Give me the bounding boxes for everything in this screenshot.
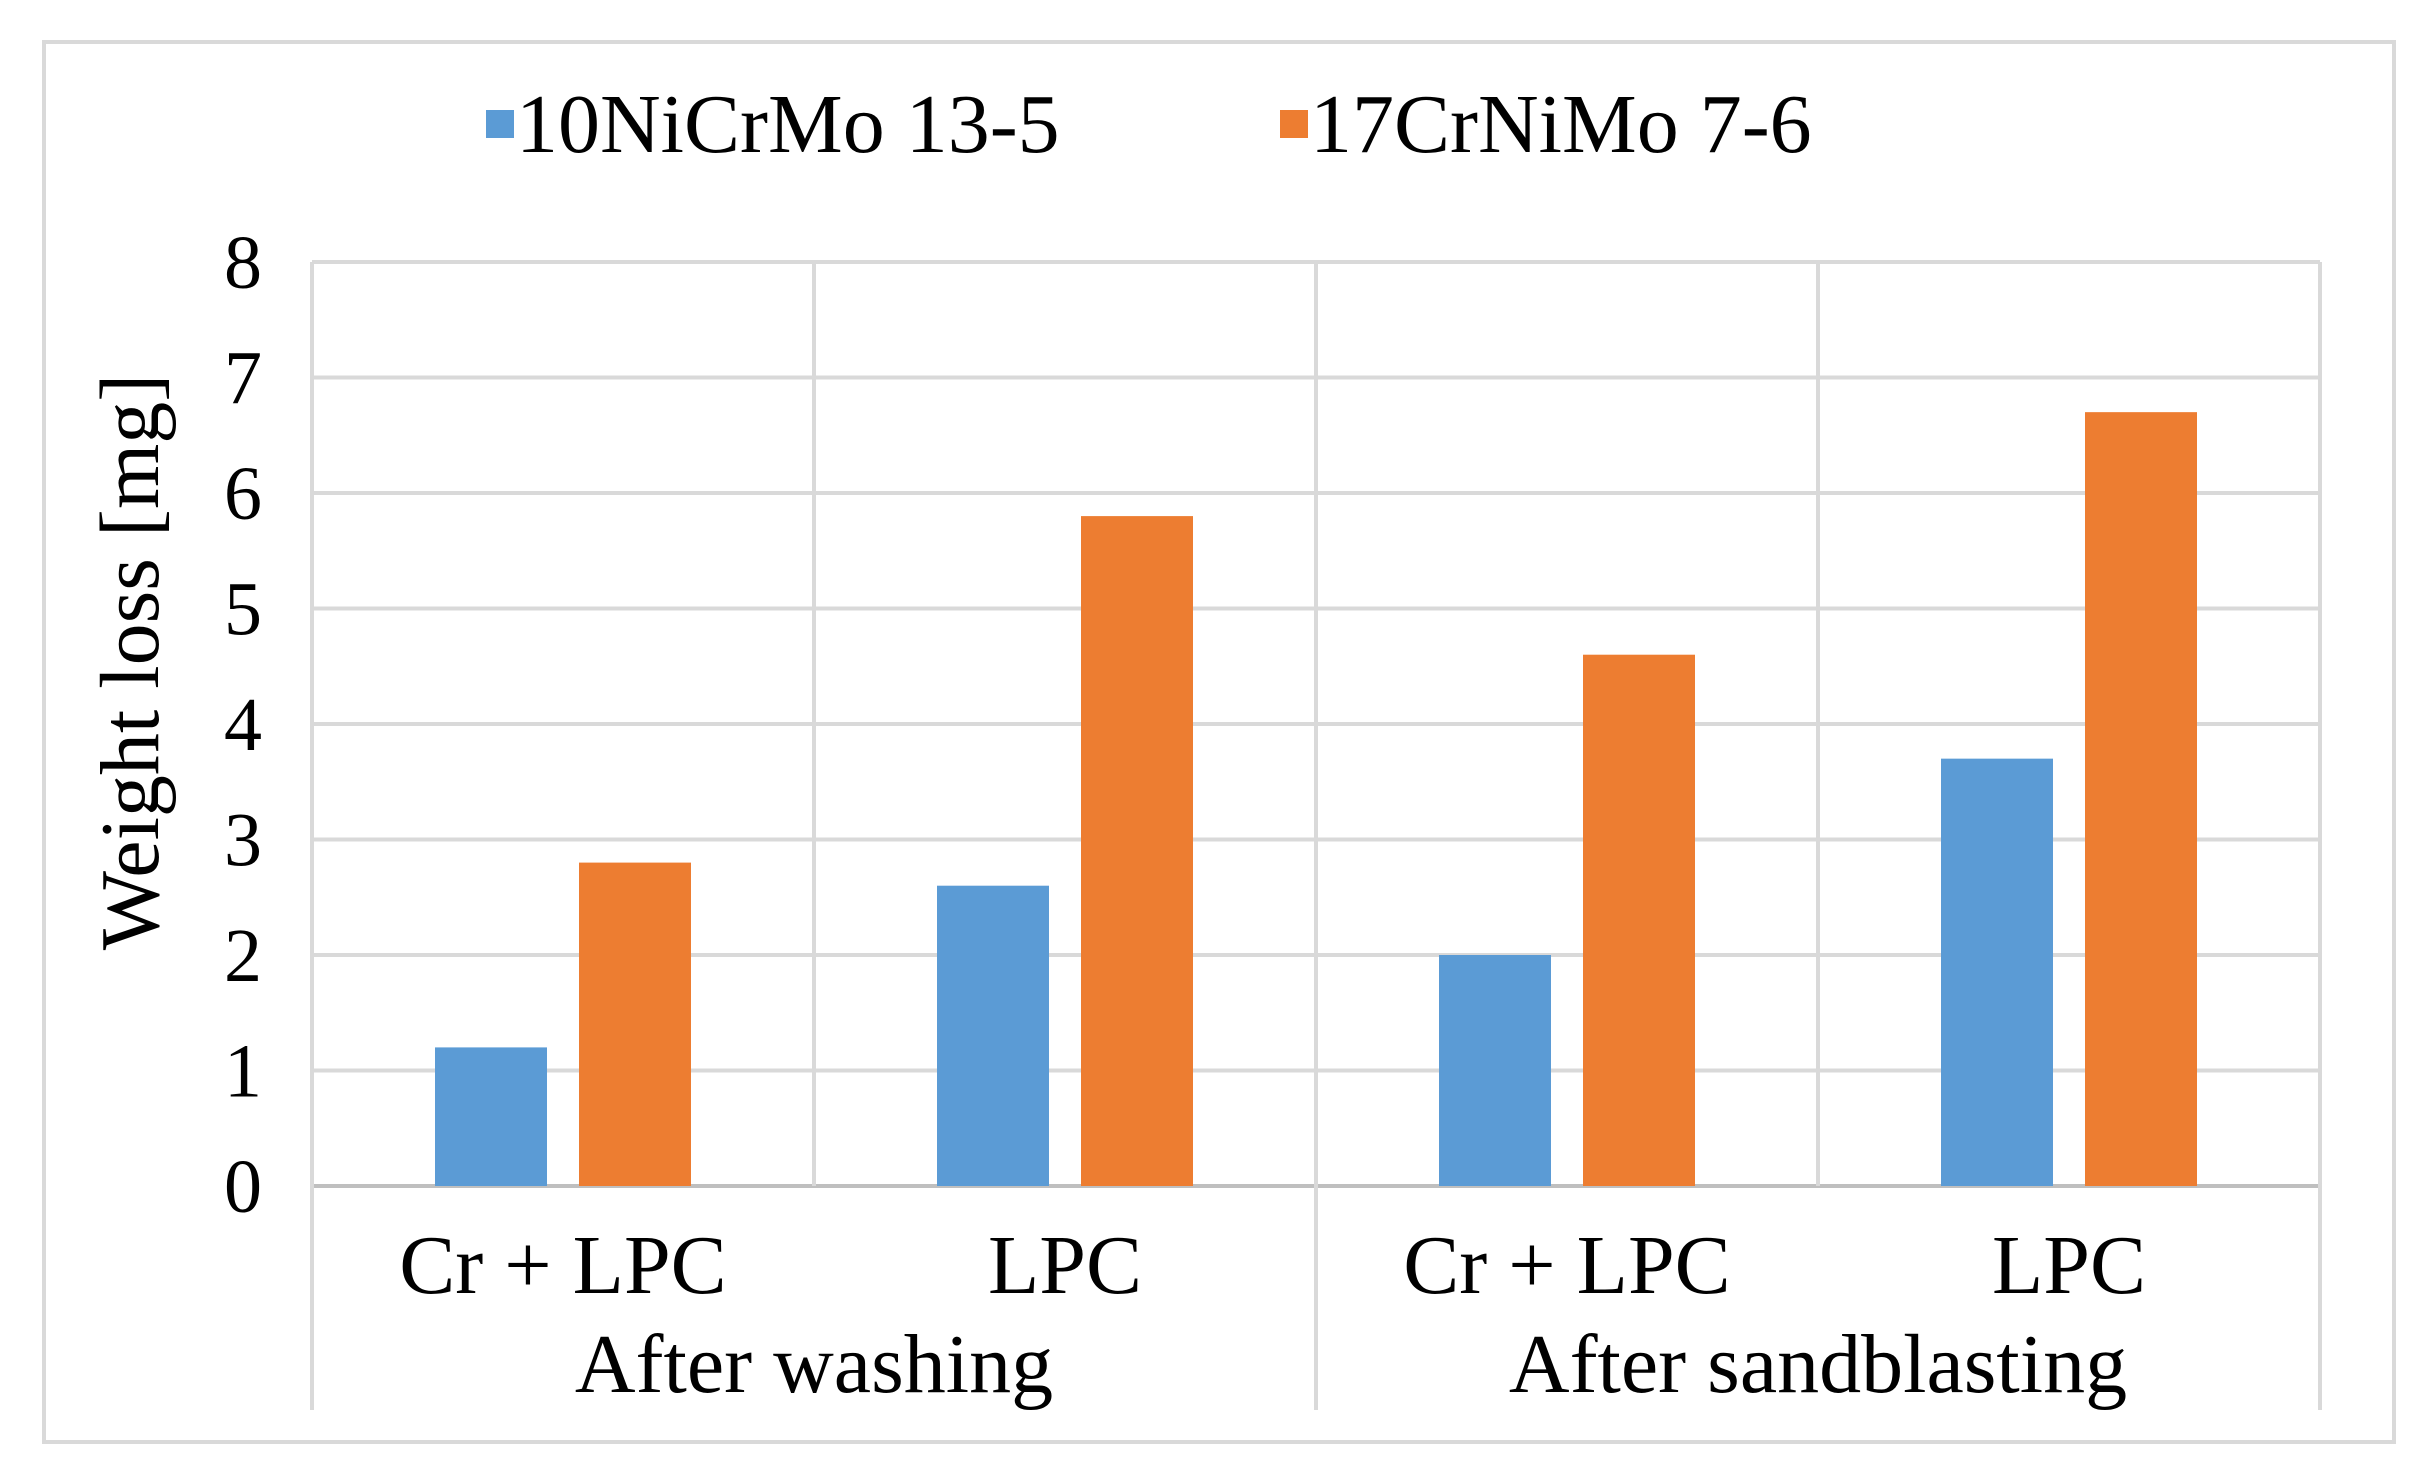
x-group-label: After sandblasting: [1509, 1318, 2127, 1411]
bar: [937, 885, 1049, 1186]
y-axis-label: Weight loss [mg]: [84, 374, 177, 951]
legend-label: 10NiCrMo 13-5: [516, 78, 1060, 171]
y-tick-label: 8: [224, 221, 262, 305]
y-tick-label: 3: [224, 799, 262, 883]
legend: 10NiCrMo 13-5 17CrNiMo 7-6: [486, 78, 1812, 171]
y-tick-label: 6: [224, 452, 262, 536]
bar: [2085, 412, 2197, 1186]
y-tick-label: 0: [224, 1145, 262, 1229]
chart-border: [42, 40, 2396, 1444]
x-category-label: Cr + LPC: [1403, 1219, 1730, 1312]
legend-swatch: [1280, 110, 1308, 138]
bar: [1081, 516, 1193, 1186]
y-tick-label: 2: [224, 914, 262, 998]
bar: [435, 1047, 547, 1186]
x-category-label: Cr + LPC: [399, 1219, 726, 1312]
y-tick-label: 1: [224, 1030, 262, 1114]
x-category-label: LPC: [1992, 1219, 2146, 1312]
bars: [435, 412, 2197, 1186]
legend-label: 17CrNiMo 7-6: [1310, 78, 1812, 171]
bar: [1583, 654, 1695, 1186]
x-category-label: LPC: [988, 1219, 1142, 1312]
bar: [579, 862, 691, 1186]
bar: [1941, 758, 2053, 1186]
y-tick-label: 5: [224, 568, 262, 652]
y-tick-label: 4: [224, 683, 262, 767]
legend-swatch: [486, 110, 514, 138]
y-tick-label: 7: [224, 337, 262, 421]
bar: [1439, 955, 1551, 1186]
x-group-label: After washing: [575, 1318, 1053, 1411]
y-axis-ticks: 0 1 2 3 4 5 6 7 8: [224, 221, 262, 1229]
